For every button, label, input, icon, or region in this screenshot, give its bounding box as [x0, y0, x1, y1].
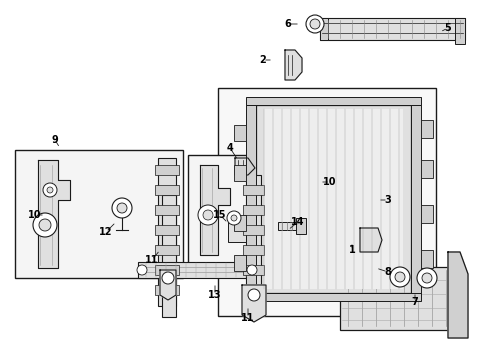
Bar	[245, 175, 261, 305]
Text: 5: 5	[444, 23, 450, 33]
Polygon shape	[38, 160, 70, 268]
Bar	[278, 222, 299, 230]
Circle shape	[246, 265, 257, 275]
Bar	[410, 105, 420, 293]
Bar	[243, 205, 264, 215]
Circle shape	[421, 273, 431, 283]
Polygon shape	[235, 158, 254, 175]
Text: 10: 10	[28, 210, 41, 220]
Circle shape	[389, 267, 409, 287]
Bar	[234, 215, 245, 231]
Bar	[155, 225, 179, 235]
Bar	[243, 265, 264, 275]
Bar	[243, 245, 264, 255]
Bar	[264, 109, 402, 289]
Bar	[243, 285, 264, 295]
Circle shape	[203, 210, 213, 220]
Bar	[339, 267, 447, 330]
Bar	[162, 195, 176, 317]
Circle shape	[394, 272, 404, 282]
Bar	[420, 250, 432, 268]
Bar	[234, 165, 245, 181]
Bar	[138, 262, 256, 278]
Bar	[295, 218, 305, 234]
Bar	[420, 160, 432, 178]
Circle shape	[305, 15, 324, 33]
Text: 10: 10	[323, 177, 336, 187]
Polygon shape	[242, 285, 265, 322]
Circle shape	[230, 215, 237, 221]
Text: 11: 11	[145, 255, 159, 265]
Polygon shape	[447, 252, 467, 338]
Polygon shape	[200, 165, 229, 255]
Text: 7: 7	[411, 297, 418, 307]
Circle shape	[162, 272, 174, 284]
Circle shape	[39, 219, 51, 231]
Bar	[155, 165, 179, 175]
Circle shape	[112, 198, 132, 218]
Text: 9: 9	[52, 135, 58, 145]
Bar	[187, 155, 269, 267]
Bar	[243, 185, 264, 195]
Bar	[227, 220, 245, 242]
Circle shape	[247, 289, 260, 301]
Polygon shape	[359, 228, 381, 252]
Bar	[155, 265, 179, 275]
Text: 6: 6	[284, 19, 291, 29]
Polygon shape	[285, 50, 302, 80]
Text: 14: 14	[291, 217, 304, 227]
Circle shape	[198, 205, 218, 225]
Bar	[15, 150, 183, 278]
Bar	[155, 285, 179, 295]
Bar	[243, 225, 264, 235]
Circle shape	[137, 265, 147, 275]
Bar	[155, 205, 179, 215]
Bar	[319, 18, 327, 40]
Text: 4: 4	[226, 143, 233, 153]
Bar	[155, 185, 179, 195]
Bar	[245, 293, 420, 301]
Bar	[420, 120, 432, 138]
Text: 13: 13	[208, 290, 221, 300]
Text: 3: 3	[384, 195, 390, 205]
Text: 1: 1	[348, 245, 355, 255]
Bar	[319, 18, 464, 40]
Bar	[155, 245, 179, 255]
Bar	[454, 18, 464, 44]
Circle shape	[226, 211, 241, 225]
Bar	[158, 158, 176, 306]
Bar	[218, 88, 435, 316]
Bar	[245, 105, 256, 293]
Text: 11: 11	[241, 313, 254, 323]
Text: 12: 12	[99, 227, 113, 237]
Polygon shape	[160, 270, 176, 300]
Bar	[420, 205, 432, 223]
Text: 8: 8	[384, 267, 390, 277]
Circle shape	[47, 187, 53, 193]
Bar	[234, 255, 245, 271]
Bar	[245, 97, 420, 105]
Circle shape	[416, 268, 436, 288]
Bar	[234, 125, 245, 141]
Circle shape	[33, 213, 57, 237]
Text: 2: 2	[259, 55, 266, 65]
Circle shape	[43, 183, 57, 197]
Bar	[256, 105, 410, 293]
Circle shape	[309, 19, 319, 29]
Text: 15: 15	[213, 210, 226, 220]
Circle shape	[117, 203, 127, 213]
